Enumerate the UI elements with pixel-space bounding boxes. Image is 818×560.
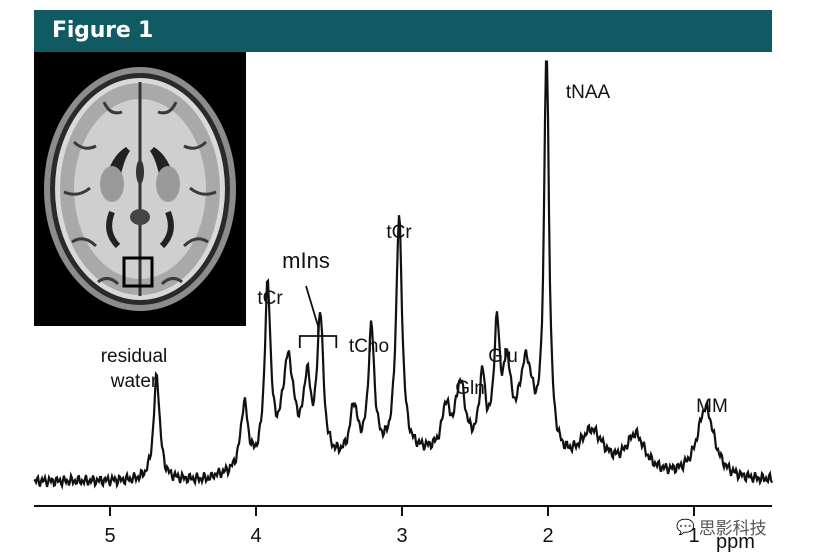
- x-axis-label: ppm: [716, 531, 755, 553]
- spectrum-line: [33, 60, 774, 491]
- x-tick-label: 4: [250, 525, 261, 547]
- x-tick-label: 5: [104, 525, 115, 547]
- mri-inset-panel: [34, 52, 246, 326]
- peak-label: residual water: [101, 346, 168, 392]
- peak-label: tNAA: [566, 82, 611, 103]
- mins-bracket: [298, 285, 338, 348]
- watermark-text: 思影科技: [698, 519, 767, 539]
- figure-title: Figure 1: [52, 18, 154, 43]
- peak-label: tCr: [257, 288, 283, 309]
- x-tick-label: 1: [688, 525, 699, 547]
- peak-label: Glu: [488, 346, 518, 367]
- peak-label: mIns: [282, 248, 330, 273]
- figure-banner: Figure 1: [34, 10, 772, 52]
- x-tick-label: 3: [396, 525, 407, 547]
- x-tick-label: 2: [542, 525, 553, 547]
- watermark: 💬 思影科技: [676, 514, 767, 540]
- peak-label: tCho: [349, 336, 389, 357]
- brain-mri-axial-icon: [34, 52, 246, 326]
- wechat-icon: 💬: [676, 517, 695, 536]
- peak-label: tCr: [386, 222, 412, 243]
- peak-label: MM: [696, 396, 728, 417]
- peak-label: Gln: [455, 378, 485, 399]
